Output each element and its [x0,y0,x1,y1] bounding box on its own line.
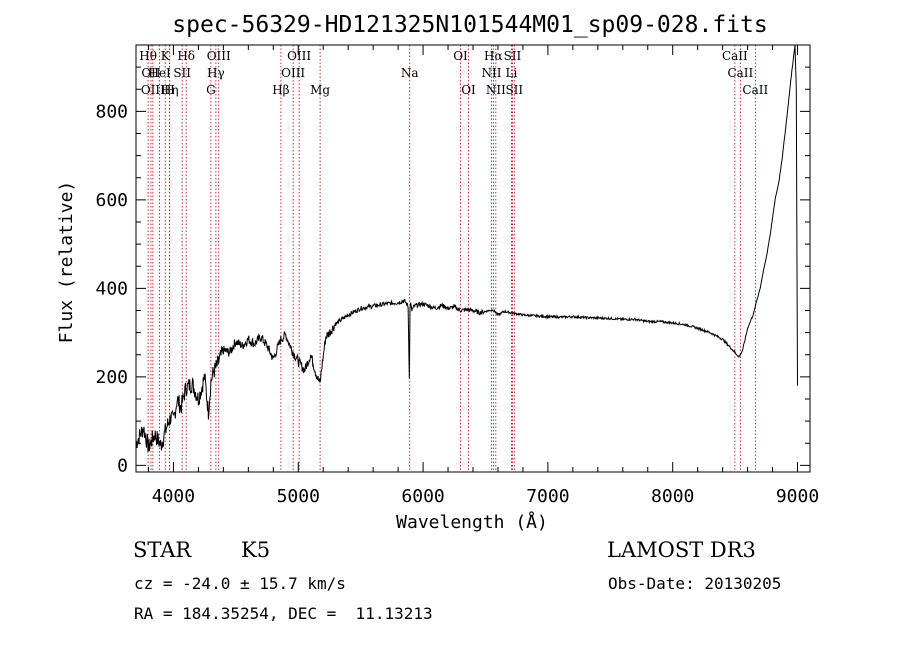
spectrum-line [135,44,798,453]
line-label-oiii: OIII [281,66,305,80]
line-label-oiii: OIII [287,49,311,63]
y-tick-label: 800 [95,101,128,122]
y-tick-label: 0 [117,455,128,476]
line-label-hα: Hα [484,49,503,63]
line-label-sii: SII [173,66,191,80]
coordinates: RA = 184.35254, DEC = 11.13213 [134,604,433,623]
obs-date: Obs-Date: 20130205 [608,574,782,593]
line-label-hβ: Hβ [272,83,289,97]
line-label-caii: CaII [742,83,768,97]
line-label-oi: OI [461,83,476,97]
line-label-nii: NII [481,66,501,80]
y-tick-label: 200 [95,367,128,388]
line-label-hθ: Hθ [139,49,157,63]
plot-frame [135,44,811,473]
x-axis-ticks: 4000 5000 6000 7000 8000 9000 [147,45,819,507]
redshift-text: cz = -24.0 ± 15.7 km/s [134,574,346,593]
x-tick-label: 8000 [651,486,694,507]
line-label-caii: CaII [722,49,748,63]
x-tick-label: 7000 [526,486,569,507]
survey-name: LAMOST DR3 [607,538,756,562]
x-tick-label: 4000 [152,486,195,507]
line-label-oiii: OIII [141,83,165,97]
y-tick-label: 400 [95,278,128,299]
line-label-hei: HeI [148,66,171,80]
line-label-h: H [164,83,174,97]
line-label-li: Li [506,66,518,80]
spectral-subclass: K5 [241,538,271,562]
chart-title: spec-56329-HD121325N101544M01_sp09-028.f… [172,12,767,38]
line-label-sii: SII [505,83,523,97]
line-label-oiii: OIII [207,49,231,63]
y-axis-label: Flux (relative) [56,181,77,344]
y-axis-ticks: 0 200 400 600 800 [95,66,810,476]
line-label-nii: NII [486,83,506,97]
line-label-oii: OII [141,66,161,80]
line-label-hη: Hη [161,83,179,97]
emission-line-markers [147,45,756,472]
line-label-oi: OI [453,49,468,63]
x-axis-label: Wavelength (Å) [396,511,548,533]
line-label-mg: Mg [310,83,330,97]
line-label-caii: CaII [727,66,753,80]
line-label-hδ: Hδ [177,49,195,63]
x-tick-label: 9000 [776,486,819,507]
line-label-hγ: Hγ [207,66,225,80]
x-tick-label: 6000 [401,486,444,507]
object-class: STAR [133,538,192,562]
y-tick-label: 600 [95,190,128,211]
line-label-g: G [206,83,216,97]
line-label-sii: SII [504,49,522,63]
line-label-na: Na [401,66,419,80]
line-label-k: K [161,49,171,63]
x-tick-label: 5000 [277,486,320,507]
